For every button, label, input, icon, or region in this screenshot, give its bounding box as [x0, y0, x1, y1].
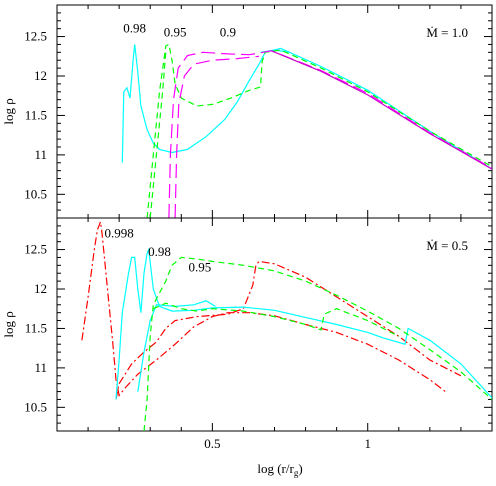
y-tick-label: 12 [34, 281, 47, 296]
y-tick-label: 11.5 [25, 320, 47, 335]
series-group [121, 43, 492, 218]
y-axis-title: log ρ [1, 311, 16, 337]
y-tick-label: 11.5 [25, 107, 47, 122]
series-line-2 [115, 247, 492, 400]
y-tick-label: 12.5 [24, 242, 47, 257]
series-line-4 [168, 50, 492, 218]
series-line-1 [115, 260, 462, 400]
x-axis-title-main: log (r/r [257, 461, 294, 476]
series-line-3 [149, 52, 167, 218]
x-axis-title-sub: g [294, 468, 299, 478]
series-line-6 [271, 50, 492, 170]
x-tick-label: 0.5 [204, 436, 220, 451]
x-axis-title: log (r/rg) [257, 461, 302, 478]
y-axis-title: log ρ [1, 98, 16, 124]
x-tick-label: 1 [364, 436, 371, 451]
y-tick-label: 12 [34, 68, 47, 83]
x-axis-title-close: ) [298, 461, 302, 476]
y-tick-label: 11 [34, 147, 47, 162]
series-line-2 [146, 43, 492, 218]
mdot-label: Ṁ = 0.5 [426, 238, 468, 253]
y-tick-label: 10.5 [24, 186, 47, 201]
series-line-5 [174, 55, 260, 218]
panel-top: 10.5 11 11.5 12 12.5 log ρ 0.98 0.95 0.9 Ṁ = 1.0 [1, 4, 493, 219]
series-group [81, 219, 492, 431]
panel-bottom: 10.5 11 11.5 12 12.5 0.5 1 log ρ 0.998 0.98 0.95 Ṁ … [1, 217, 493, 451]
series-line-4 [143, 256, 492, 431]
y-tick-label: 12.5 [24, 29, 47, 44]
curve-label: 0.98 [123, 21, 146, 36]
curve-label: 0.95 [164, 25, 187, 40]
curve-label: 0.98 [148, 244, 171, 259]
mdot-label: Ṁ = 1.0 [426, 25, 468, 40]
series-line-0 [81, 219, 446, 397]
series-line-5 [153, 302, 400, 337]
series-line-3 [137, 300, 216, 392]
curve-label: 0.9 [220, 25, 236, 40]
curve-label: 0.95 [189, 260, 212, 275]
y-tick-label: 11 [34, 360, 47, 375]
y-tick-label: 10.5 [24, 399, 47, 414]
series-line-0 [121, 44, 492, 170]
curve-label: 0.998 [105, 226, 134, 241]
